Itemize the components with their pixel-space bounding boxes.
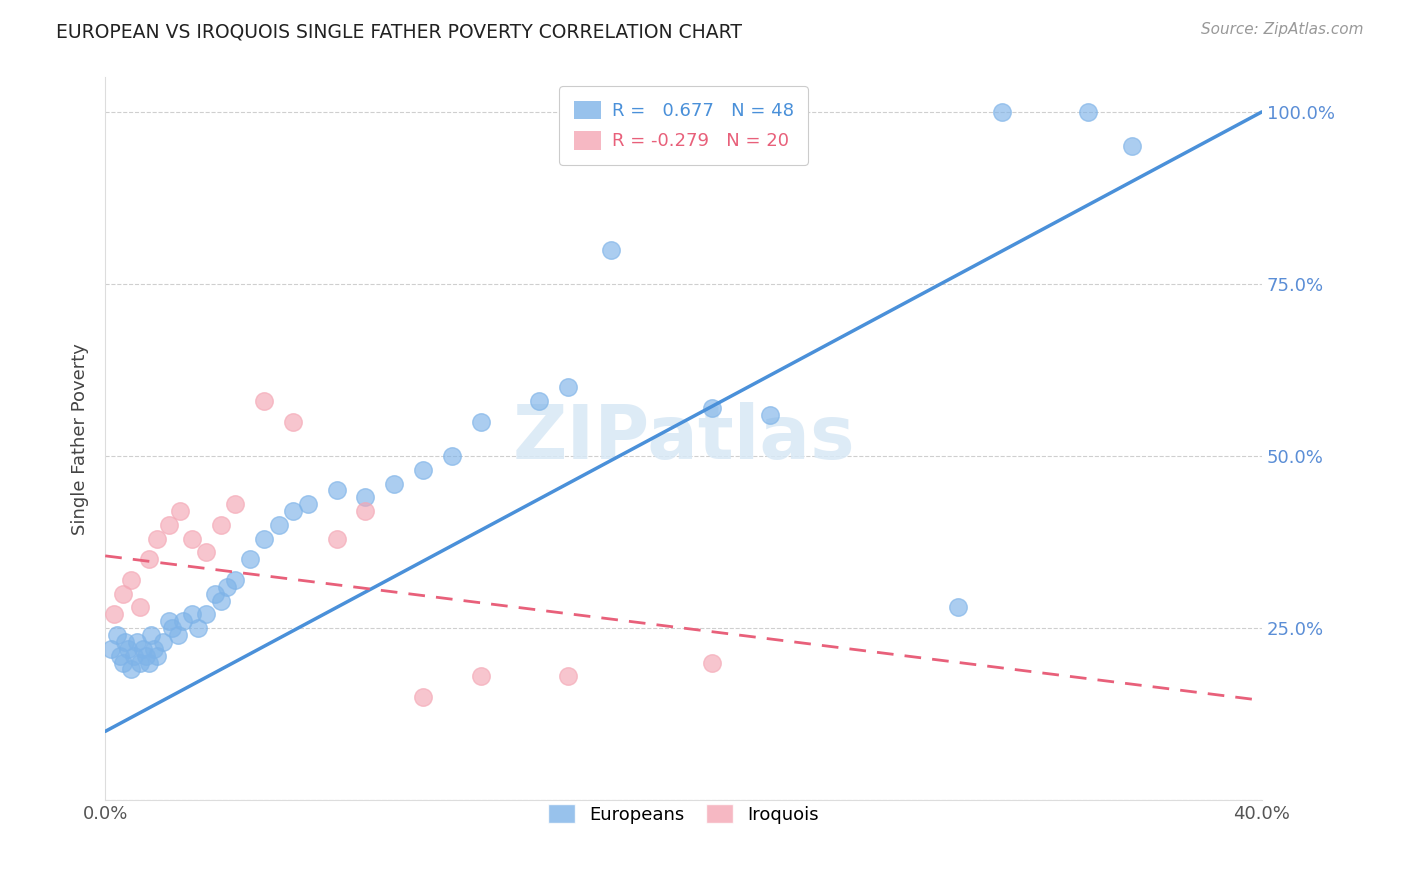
Point [354,491,377,505]
Point [152,635,174,649]
Point [195,545,218,559]
Point [702,656,724,670]
Point [160,621,183,635]
Point [111,587,134,601]
Point [181,532,204,546]
Point [384,476,406,491]
Point [172,614,194,628]
Point [204,587,226,601]
Point [111,656,134,670]
Point [412,463,434,477]
Point [283,415,305,429]
Text: EUROPEAN VS IROQUOIS SINGLE FATHER POVERTY CORRELATION CHART: EUROPEAN VS IROQUOIS SINGLE FATHER POVER… [56,22,742,41]
Point [125,635,148,649]
Point [253,394,276,409]
Point [948,600,970,615]
Point [1121,139,1143,153]
Point [117,641,139,656]
Point [181,607,204,622]
Point [129,656,152,670]
Point [209,517,232,532]
Text: ZIPatlas: ZIPatlas [512,402,855,475]
Point [224,573,246,587]
Point [120,662,142,676]
Point [224,497,246,511]
Point [215,580,238,594]
Point [527,394,550,409]
Point [138,552,160,566]
Point [143,641,166,656]
Point [267,517,290,532]
Point [557,669,579,683]
Point [600,243,623,257]
Legend: Europeans, Iroquois: Europeans, Iroquois [537,794,830,835]
Point [325,532,347,546]
Point [129,600,152,615]
Point [441,449,464,463]
Point [1077,104,1099,119]
Point [239,552,262,566]
Point [195,607,218,622]
Point [103,607,125,622]
Point [132,641,155,656]
Point [297,497,319,511]
Y-axis label: Single Father Poverty: Single Father Poverty [72,343,89,535]
Point [702,401,724,415]
Point [105,628,128,642]
Point [759,408,782,422]
Point [283,504,305,518]
Point [108,648,131,663]
Point [470,415,492,429]
Point [470,669,492,683]
Point [141,628,163,642]
Point [146,532,169,546]
Point [354,504,377,518]
Point [138,656,160,670]
Point [166,628,188,642]
Point [209,593,232,607]
Point [253,532,276,546]
Point [100,641,122,656]
Point [122,648,145,663]
Point [114,635,136,649]
Point [169,504,191,518]
Text: Source: ZipAtlas.com: Source: ZipAtlas.com [1201,22,1364,37]
Point [120,573,142,587]
Point [187,621,209,635]
Point [146,648,169,663]
Point [412,690,434,704]
Point [157,517,180,532]
Point [990,104,1012,119]
Point [157,614,180,628]
Point [557,380,579,394]
Point [135,648,157,663]
Point [325,483,347,498]
